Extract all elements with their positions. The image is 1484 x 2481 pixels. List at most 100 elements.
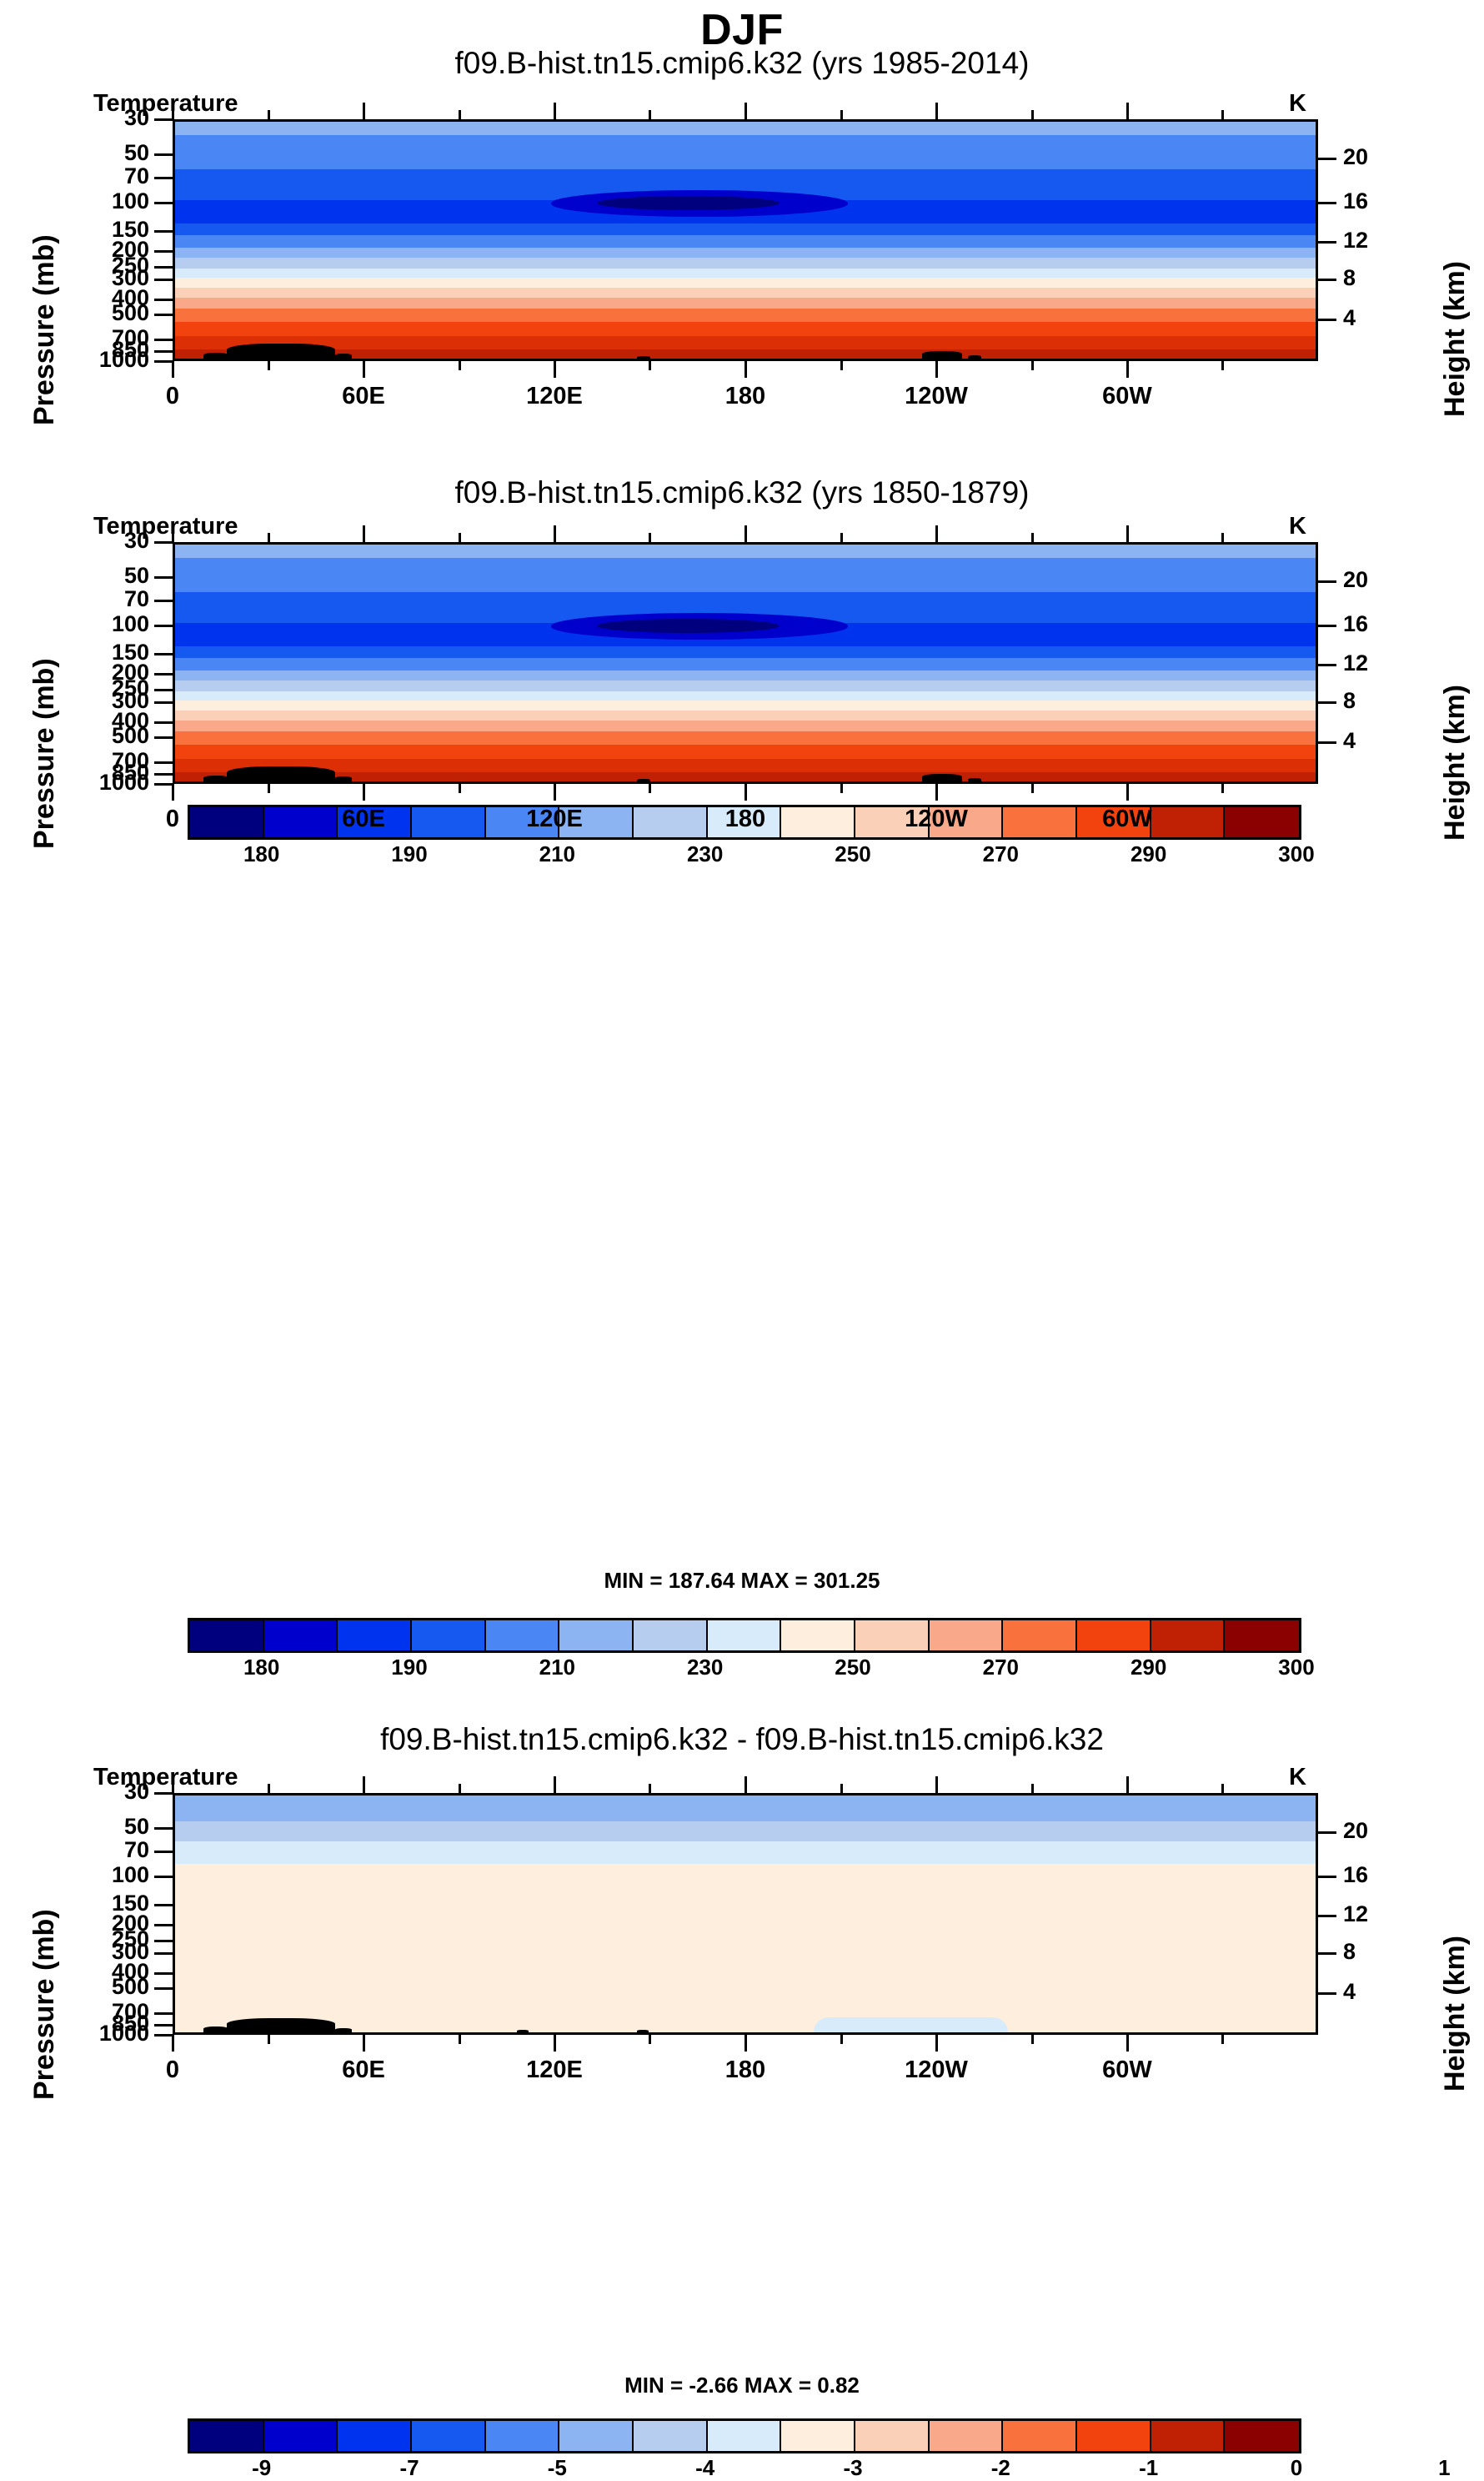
colorbar-swatch [263, 2421, 338, 2451]
x-tick-mark-bottom [172, 361, 174, 378]
pressure-tick-mark [154, 1851, 173, 1854]
x-tick-mark-minor-bottom [1221, 361, 1225, 370]
colorbar-tick-label: 270 [982, 841, 1020, 866]
cold-pool-core [597, 619, 780, 634]
x-tick-mark-minor-bottom [267, 2035, 270, 2044]
pressure-tick-label-400: 400 [111, 707, 149, 733]
colorbar-tick-label: 290 [1130, 841, 1167, 866]
pressure-tick-label-50: 50 [123, 140, 149, 166]
pressure-tick-label-200: 200 [111, 237, 149, 263]
height-tick-mark [1318, 241, 1336, 244]
pressure-tick-label-300: 300 [111, 264, 149, 290]
pressure-tick-label-700: 700 [111, 1999, 149, 2025]
contour-band [175, 278, 1316, 288]
colorbar-swatch [411, 1620, 486, 1650]
terrain-mask [334, 2028, 353, 2032]
pressure-tick-label-700: 700 [111, 325, 149, 351]
pressure-tick-label-500: 500 [111, 300, 149, 326]
panel-1-contour-field [175, 122, 1316, 359]
contour-band [175, 1864, 1316, 2032]
contour-band [175, 287, 1316, 298]
colorbar-swatch [485, 807, 560, 837]
pressure-tick-label-30: 30 [123, 1779, 149, 1804]
x-tick-mark-minor-bottom [1221, 784, 1225, 793]
colorbar-tick-label: 300 [1278, 1655, 1315, 1680]
x-tick-mark-bottom [745, 2035, 747, 2052]
height-tick-mark [1318, 1952, 1336, 1956]
height-tick-mark [1318, 1876, 1336, 1879]
pressure-tick-mark [154, 625, 173, 628]
height-tick-label-12: 12 [1343, 1901, 1369, 1927]
x-tick-mark-bottom [935, 2035, 939, 2052]
colorbar-swatch [633, 1620, 708, 1650]
pressure-tick-mark [154, 1951, 173, 1955]
colorbar-swatch [485, 1620, 560, 1650]
x-tick-mark-bottom [363, 361, 366, 378]
colorbar-tick-label: 180 [243, 841, 280, 866]
x-tick-label-0: 0 [165, 383, 180, 409]
x-tick-mark-minor-top [267, 110, 270, 119]
x-tick-mark-minor-top [840, 110, 843, 119]
x-tick-label-180: 180 [724, 383, 766, 409]
colorbar-swatch [190, 807, 264, 837]
pressure-tick-label-1000: 1000 [98, 347, 149, 372]
pressure-tick-label-300: 300 [111, 1938, 149, 1964]
panel-1-y-axis-label: Pressure (mb) [28, 234, 60, 425]
colorbar-swatch [1076, 2421, 1151, 2451]
height-tick-mark [1318, 157, 1336, 160]
x-tick-mark-minor-top [1030, 110, 1034, 119]
x-tick-mark-top [745, 1776, 747, 1793]
x-tick-mark-bottom [172, 784, 174, 801]
pressure-tick-label-30: 30 [123, 528, 149, 553]
pressure-tick-mark [154, 1876, 173, 1879]
pressure-tick-label-500: 500 [111, 723, 149, 749]
pressure-tick-mark [154, 736, 173, 740]
pressure-tick-label-700: 700 [111, 748, 149, 774]
terrain-mask [922, 774, 962, 781]
x-tick-mark-minor-bottom [649, 784, 652, 793]
colorbar-tick-label: 290 [1130, 1655, 1167, 1680]
cold-pool-core [597, 196, 780, 211]
colorbar-swatch [559, 1620, 634, 1650]
pressure-tick-mark [154, 652, 173, 655]
x-tick-label-60E: 60E [342, 806, 385, 832]
panel-2-y-axis-label: Pressure (mb) [28, 658, 60, 849]
colorbar-tick-label: 0 [1290, 2455, 1303, 2480]
pressure-tick-mark [154, 202, 173, 205]
terrain-mask [967, 777, 982, 781]
terrain-mask [203, 2026, 229, 2032]
contour-band [175, 681, 1316, 691]
colorbar-tick-label: 250 [835, 841, 871, 866]
colorbar-swatch [1225, 807, 1299, 837]
colorbar-swatch [633, 2421, 708, 2451]
pressure-tick-mark [154, 1827, 173, 1831]
colorbar-swatch [1151, 2421, 1226, 2451]
x-tick-mark-minor-bottom [840, 784, 843, 793]
x-tick-mark-minor-top [649, 110, 652, 119]
x-tick-mark-bottom [1126, 361, 1129, 378]
x-tick-mark-minor-top [267, 533, 270, 542]
height-tick-label-16: 16 [1343, 611, 1369, 637]
x-tick-mark-minor-top [840, 1784, 843, 1793]
panel-1-plot-area [173, 119, 1318, 361]
x-tick-mark-minor-bottom [840, 361, 843, 370]
x-tick-mark-top [363, 525, 366, 542]
contour-band [175, 557, 1316, 592]
contour-band [175, 258, 1316, 269]
panel-3-unit-label: K [1289, 1764, 1306, 1790]
x-tick-mark-bottom [745, 361, 747, 378]
pressure-tick-mark [154, 229, 173, 233]
contour-band [175, 759, 1316, 773]
colorbar-tick-label: -7 [399, 2455, 419, 2480]
contour-band [175, 336, 1316, 350]
panel-1-y2-axis-label: Height (km) [1439, 261, 1471, 417]
x-tick-mark-top [553, 1776, 556, 1793]
x-tick-label-120E: 120E [526, 806, 583, 832]
x-tick-mark-minor-top [840, 533, 843, 542]
pressure-tick-label-50: 50 [123, 563, 149, 589]
colorbar-tick-label: -4 [695, 2455, 715, 2480]
panel-2-contour-field [175, 545, 1316, 781]
colorbar-tick-label: 230 [686, 841, 724, 866]
colorbar-swatch [411, 2421, 486, 2451]
contour-band [175, 321, 1316, 336]
